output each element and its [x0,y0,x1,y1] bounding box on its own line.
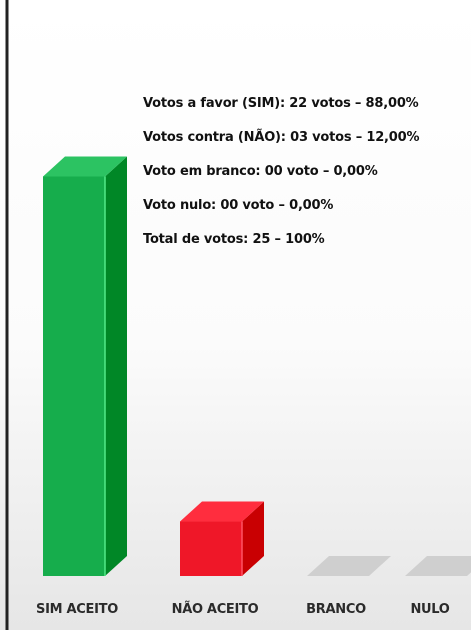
annotation-nulo: Voto nulo: 00 voto – 0,00% [143,198,334,213]
bar-top-face [43,156,127,177]
annotation-sim: Votos a favor (SIM): 22 votos – 88,00% [143,96,419,111]
bar-footprint [307,556,391,576]
category-label-nulo: NULO [410,602,449,617]
bar-nulo [405,556,471,576]
bar-nao-aceito [180,501,264,576]
annotation-nao: Votos contra (NÃO): 03 votos – 12,00% [143,130,420,145]
category-label-nao-aceito: NÃO ACEITO [172,601,259,617]
annotation-total: Total de votos: 25 – 100% [143,232,325,247]
bar-side-face [105,156,127,577]
category-label-sim-aceito: SIM ACEITO [36,602,118,617]
bar-top-face [180,501,264,522]
bar-side-face [242,501,264,576]
bar-footprint [405,556,471,576]
bar-front-face [180,521,242,576]
bar-sim-aceito [43,156,127,577]
bar-front-face [43,176,105,577]
annotation-branco: Voto em branco: 00 voto – 0,00% [143,164,378,179]
bar-branco [307,556,391,576]
category-label-branco: BRANCO [306,602,366,617]
